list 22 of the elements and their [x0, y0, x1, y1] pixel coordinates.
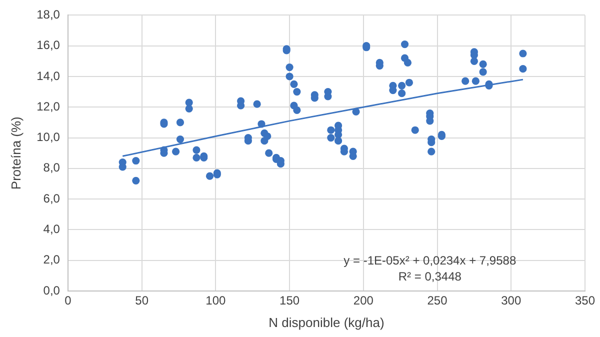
x-tick-label: 0	[64, 294, 72, 308]
x-tick-label: 250	[427, 294, 448, 308]
y-tick-label: 0,0	[43, 283, 60, 298]
y-tick-label: 6,0	[43, 191, 60, 206]
y-tick-label: 4,0	[43, 222, 60, 236]
x-tick-label: 50	[135, 294, 149, 308]
annotation: R² = 0,3448	[398, 269, 462, 284]
x-axis-title: N disponible (kg/ha)	[268, 314, 384, 330]
y-tick-label: 8,0	[43, 160, 60, 175]
y-tick-label: 12,0	[36, 99, 60, 114]
y-tick-label: 16,0	[36, 38, 60, 52]
x-tick-label: 100	[206, 294, 226, 308]
y-tick-label: 18,0	[36, 8, 60, 22]
y-tick-label: 10,0	[36, 130, 60, 144]
x-tick-label: 200	[353, 294, 374, 308]
x-tick-label: 150	[280, 294, 300, 308]
y-tick-label: 14,0	[36, 68, 60, 83]
y-tick-label: 2,0	[43, 252, 60, 267]
x-tick-label: 300	[501, 294, 522, 308]
annotation: y = -1E-05x² + 0,0234x + 7,9588	[344, 253, 516, 268]
y-axis-title: Proteína (%)	[8, 116, 24, 190]
x-tick-label: 350	[574, 294, 596, 308]
